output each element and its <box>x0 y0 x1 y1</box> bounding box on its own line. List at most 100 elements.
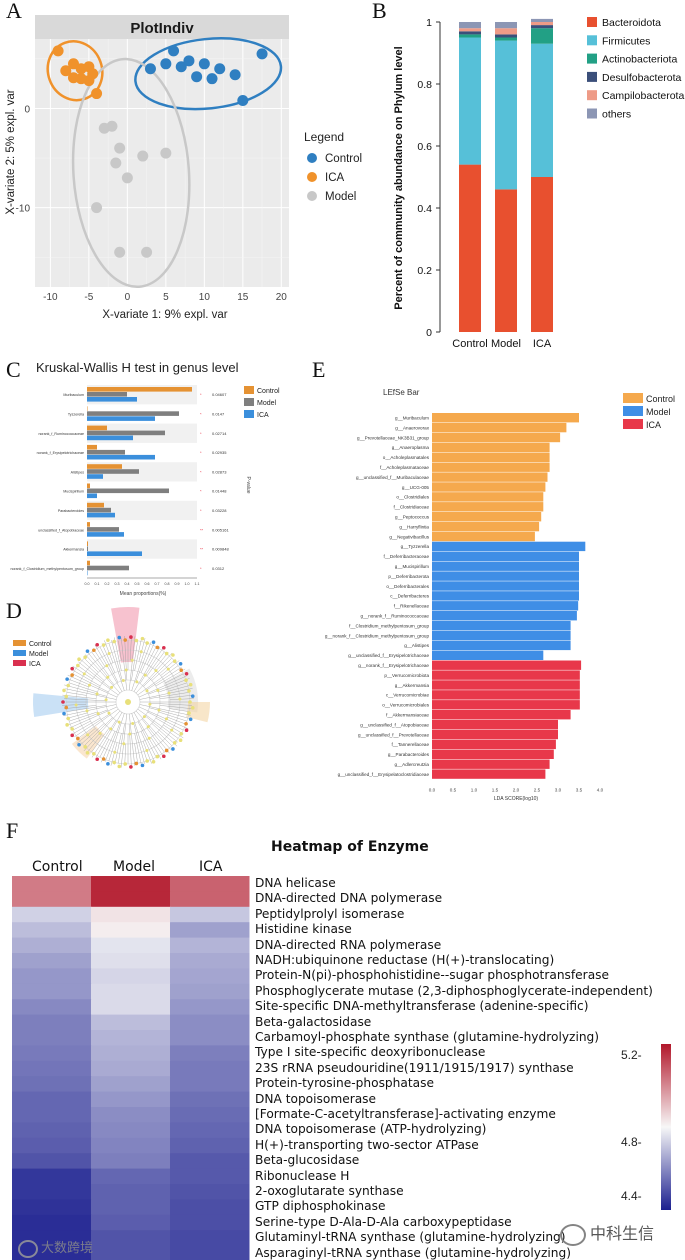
clade-branch <box>159 705 194 710</box>
heatmap-cell <box>170 891 250 908</box>
heatmap-cell <box>170 1137 250 1154</box>
bar-segment-desulfobacterota <box>531 25 553 29</box>
taxon-label: g__unclassified_f__Prevotellaceae <box>358 732 429 737</box>
clade-node <box>143 673 147 677</box>
clade-branch <box>142 741 152 764</box>
genus-label: norank_f_Erysipelotrichaceae <box>37 451 84 455</box>
legend-swatch <box>244 386 254 394</box>
lda-bar-model <box>432 640 571 651</box>
watermark-logo-icon <box>18 1239 38 1258</box>
heatmap-row-label: Serine-type D-Ala-D-Ala carboxypeptidase <box>255 1214 512 1229</box>
clade-branch <box>91 727 110 753</box>
heatmap-cell <box>170 1076 250 1093</box>
heatmap-cell <box>91 1030 171 1046</box>
legend-swatch <box>587 108 597 119</box>
y-tick-label: 0.2 <box>417 265 432 277</box>
taxon-label: g__Tyzzerella <box>401 544 430 549</box>
heatmap-cell <box>12 1214 92 1231</box>
clade-branch <box>66 705 107 712</box>
clade-branch <box>85 654 121 694</box>
clade-branch <box>83 710 121 752</box>
bar-model <box>87 488 169 494</box>
heatmap-row-label: Ribonuclease H <box>255 1168 350 1183</box>
point-control <box>229 69 241 81</box>
x-tick-label: ICA <box>533 338 552 350</box>
clade-node <box>109 727 113 731</box>
bar-control <box>87 444 97 450</box>
bar-segment-actinobacteriota <box>459 34 481 38</box>
taxon-label: g__Harryflintia <box>399 524 429 529</box>
y-tick-label: 1 <box>426 17 432 29</box>
significance-star: * <box>200 469 202 474</box>
clade-branch <box>110 742 118 766</box>
clade-node <box>170 728 174 732</box>
x-tick-label: 2.0 <box>513 787 520 792</box>
heatmap-cell <box>91 937 171 954</box>
point-control <box>175 61 187 73</box>
legend-label: others <box>602 109 631 121</box>
bar-model <box>87 449 125 455</box>
clade-node <box>179 731 184 736</box>
clade-branch <box>158 682 188 693</box>
clade-branch <box>80 723 105 745</box>
clade-branch <box>76 728 96 744</box>
heatmap-cell <box>170 937 250 954</box>
heatmap-cell <box>12 1060 92 1077</box>
x-axis: 0.0 0.5 1.0 1.5 2.0 2.5 3.0 3.5 4.0 <box>429 787 604 792</box>
clade-node <box>124 668 128 672</box>
clade-node <box>98 731 102 735</box>
taxon-label: f__Acholeplasmataceae <box>380 465 429 470</box>
legend-label: Model <box>29 651 49 658</box>
taxon-label: g__unclassified_f__Erysipelatoclostridia… <box>338 772 430 777</box>
x-tick-label: 0.0 <box>85 582 90 586</box>
clade-branch <box>160 660 180 676</box>
y-tick-label: 0 <box>426 327 432 339</box>
bar-control <box>87 541 88 546</box>
legend-label: Model <box>257 400 277 407</box>
clade-branch <box>108 642 125 691</box>
stacked-bars <box>459 18 553 332</box>
legend-label: Model <box>325 191 356 203</box>
heatmap-cell <box>91 1214 171 1231</box>
point-ica <box>87 68 99 80</box>
clade-branch <box>143 658 172 687</box>
clade-node <box>83 655 87 659</box>
legend-marker <box>307 191 317 201</box>
taxon-label: g__norank_f__Ruminococcaceae <box>361 613 430 618</box>
heatmap-row-label: DNA topoisomerase <box>255 1091 377 1106</box>
heatmap-cell <box>91 922 171 939</box>
heatmap-cell <box>12 1045 92 1062</box>
heatmap-cell <box>91 876 171 892</box>
x-tick-label: 0.6 <box>145 582 150 586</box>
clade-node <box>70 673 74 677</box>
grid-lines <box>35 39 289 287</box>
lda-bar-ica <box>432 700 580 710</box>
clade-node <box>162 645 166 650</box>
point-model <box>160 147 172 159</box>
bar-model <box>87 507 111 513</box>
clade-branch <box>168 685 190 692</box>
clade-branch <box>138 706 189 730</box>
clade-node <box>83 745 87 749</box>
clade-node <box>147 736 151 740</box>
clade-node <box>61 700 65 704</box>
lda-bar-ica <box>432 749 554 759</box>
lda-bar-ica <box>432 759 550 769</box>
lda-bar-control <box>432 512 542 522</box>
point-model <box>114 246 126 258</box>
clade-node <box>190 694 195 698</box>
clade-branch <box>69 706 118 729</box>
clade-node <box>188 717 193 722</box>
panel-label-d: D <box>6 598 22 623</box>
clade-branch <box>66 692 87 696</box>
taxon-label: g__Adlercreutzia <box>395 762 430 767</box>
heatmap-cell <box>91 1199 171 1216</box>
clade-node <box>140 763 145 768</box>
clade-node <box>164 717 168 721</box>
clade-node <box>166 667 170 671</box>
bar-ica <box>87 532 124 537</box>
clade-node <box>107 652 111 656</box>
legend-marker <box>307 153 317 163</box>
significance-star: ** <box>200 547 204 552</box>
clade-branch <box>68 682 98 693</box>
